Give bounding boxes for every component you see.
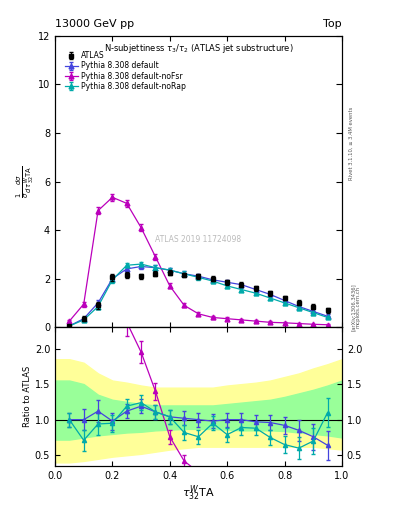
Text: ATLAS 2019 11724098: ATLAS 2019 11724098 <box>155 236 242 244</box>
Legend: ATLAS, Pythia 8.308 default, Pythia 8.308 default-noFsr, Pythia 8.308 default-no: ATLAS, Pythia 8.308 default, Pythia 8.30… <box>64 51 186 91</box>
Y-axis label: Ratio to ATLAS: Ratio to ATLAS <box>23 366 32 427</box>
Text: N-subjettiness $\tau_3/\tau_2$ (ATLAS jet substructure): N-subjettiness $\tau_3/\tau_2$ (ATLAS je… <box>104 41 293 55</box>
Text: 13000 GeV pp: 13000 GeV pp <box>55 18 134 29</box>
Y-axis label: $\frac{1}{\sigma}\frac{d\sigma}{d\,\tau_{32}^{W}\mathrm{TA}}$: $\frac{1}{\sigma}\frac{d\sigma}{d\,\tau_… <box>15 165 37 198</box>
Text: Rivet 3.1.10, ≥ 3.4M events: Rivet 3.1.10, ≥ 3.4M events <box>349 106 354 180</box>
Text: Top: Top <box>323 18 342 29</box>
X-axis label: $\tau_{32}^{W}$TA: $\tau_{32}^{W}$TA <box>182 483 215 503</box>
Text: mcplots.cern.ch: mcplots.cern.ch <box>355 286 360 328</box>
Text: [arXiv:1306.3436]: [arXiv:1306.3436] <box>351 283 356 331</box>
